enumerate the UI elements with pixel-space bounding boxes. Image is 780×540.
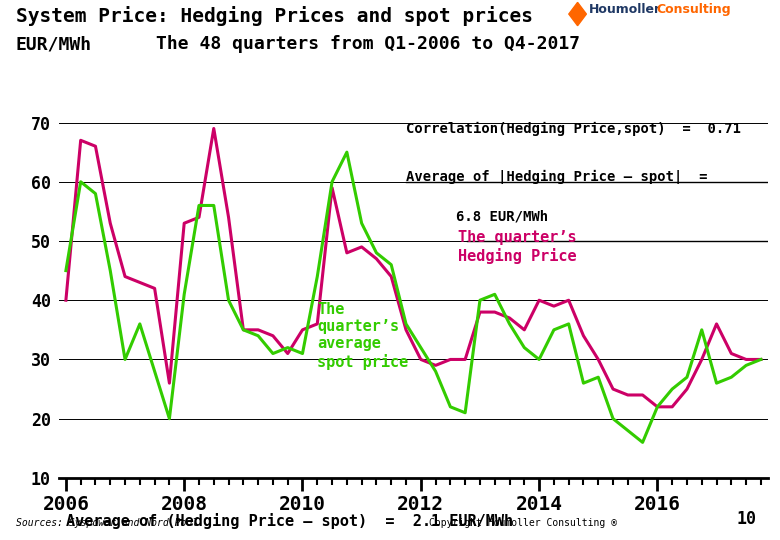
Text: System Price: Hedging Prices and spot prices: System Price: Hedging Prices and spot pr… xyxy=(16,6,533,26)
Text: The quarter’s
Hedging Price: The quarter’s Hedging Price xyxy=(458,230,576,264)
Text: The 48 quarters from Q1-2006 to Q4-2017: The 48 quarters from Q1-2006 to Q4-2017 xyxy=(156,35,580,53)
Text: Correlation(Hedging Price,spot)  =  0.71: Correlation(Hedging Price,spot) = 0.71 xyxy=(406,122,741,136)
Text: 6.8 EUR/MWh: 6.8 EUR/MWh xyxy=(456,210,548,224)
Text: Average of |Hedging Price – spot|  =: Average of |Hedging Price – spot| = xyxy=(406,170,707,184)
Text: Average of (Hedging Price – spot)  =  2.1 EUR/MWh: Average of (Hedging Price – spot) = 2.1 … xyxy=(66,513,512,529)
Text: Sources: Syspower and Nord Pool: Sources: Syspower and Nord Pool xyxy=(16,518,197,528)
Text: Copyright Houmoller Consulting ®: Copyright Houmoller Consulting ® xyxy=(429,518,617,528)
Polygon shape xyxy=(569,2,587,26)
Text: Houmoller: Houmoller xyxy=(589,3,661,16)
Text: 10: 10 xyxy=(736,510,757,528)
Text: EUR/MWh: EUR/MWh xyxy=(16,35,92,53)
Text: The
quarter’s
average
spot price: The quarter’s average spot price xyxy=(317,301,409,370)
Text: Consulting: Consulting xyxy=(657,3,732,16)
